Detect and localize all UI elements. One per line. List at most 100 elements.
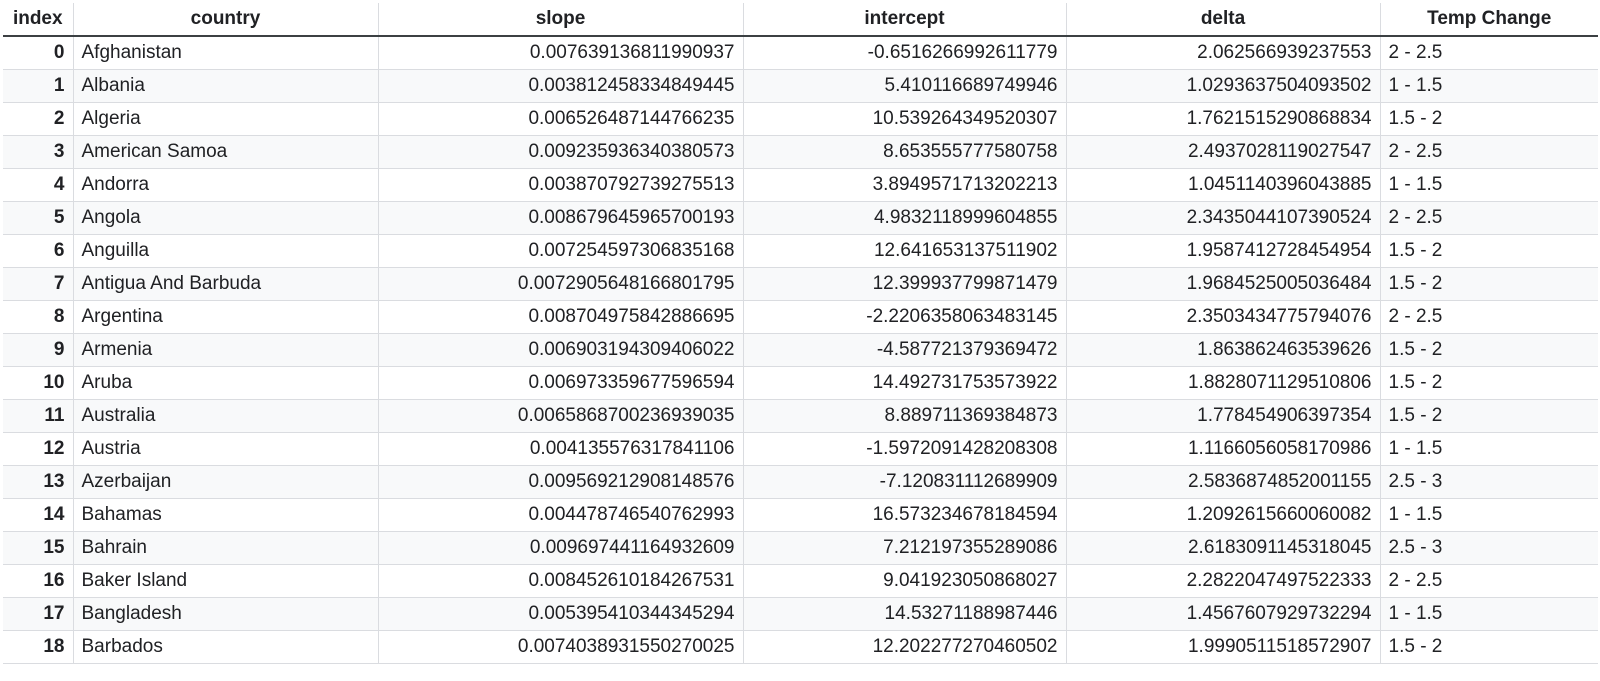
cell-country[interactable]: Bangladesh: [73, 597, 379, 631]
cell-intercept[interactable]: 3.8949571713202213: [743, 168, 1067, 202]
cell-temp-change[interactable]: 1.5 - 2: [1380, 102, 1598, 136]
cell-index[interactable]: 7: [3, 267, 74, 301]
cell-temp-change[interactable]: 1.5 - 2: [1380, 630, 1598, 664]
cell-temp-change[interactable]: 1 - 1.5: [1380, 69, 1598, 103]
column-header-temp-change[interactable]: Temp Change: [1380, 3, 1598, 37]
cell-temp-change[interactable]: 2 - 2.5: [1380, 564, 1598, 598]
cell-country[interactable]: Afghanistan: [73, 36, 379, 70]
cell-temp-change[interactable]: 1.5 - 2: [1380, 366, 1598, 400]
cell-intercept[interactable]: -0.6516266992611779: [743, 36, 1067, 70]
cell-delta[interactable]: 1.778454906397354: [1066, 399, 1381, 433]
table-row[interactable]: 7 Antigua And Barbuda 0.007290564816680179…: [3, 267, 1598, 301]
cell-index[interactable]: 10: [3, 366, 74, 400]
cell-intercept[interactable]: -2.2206358063483145: [743, 300, 1067, 334]
cell-intercept[interactable]: 14.53271188987446: [743, 597, 1067, 631]
cell-intercept[interactable]: 8.653555777580758: [743, 135, 1067, 169]
cell-intercept[interactable]: 10.539264349520307: [743, 102, 1067, 136]
cell-country[interactable]: Bahamas: [73, 498, 379, 532]
table-row[interactable]: 17 Bangladesh 0.005395410344345294 14.53271…: [3, 597, 1598, 631]
column-header-intercept[interactable]: intercept: [743, 3, 1067, 37]
cell-slope[interactable]: 0.006526487144766235: [378, 102, 744, 136]
cell-country[interactable]: American Samoa: [73, 135, 379, 169]
table-row[interactable]: 15 Bahrain 0.009697441164932609 7.212197355…: [3, 531, 1598, 565]
column-header-delta[interactable]: delta: [1066, 3, 1381, 37]
cell-index[interactable]: 12: [3, 432, 74, 466]
cell-country[interactable]: Baker Island: [73, 564, 379, 598]
table-row[interactable]: 5 Angola 0.008679645965700193 4.98321189996…: [3, 201, 1598, 235]
cell-delta[interactable]: 1.9684525005036484: [1066, 267, 1381, 301]
cell-delta[interactable]: 2.062566939237553: [1066, 36, 1381, 70]
cell-intercept[interactable]: 12.399937799871479: [743, 267, 1067, 301]
cell-index[interactable]: 3: [3, 135, 74, 169]
cell-index[interactable]: 2: [3, 102, 74, 136]
cell-delta[interactable]: 2.3435044107390524: [1066, 201, 1381, 235]
cell-temp-change[interactable]: 2.5 - 3: [1380, 531, 1598, 565]
cell-index[interactable]: 14: [3, 498, 74, 532]
cell-delta[interactable]: 2.6183091145318045: [1066, 531, 1381, 565]
table-row[interactable]: 11 Australia 0.0065868700236939035 8.889711…: [3, 399, 1598, 433]
cell-delta[interactable]: 2.4937028119027547: [1066, 135, 1381, 169]
cell-country[interactable]: Aruba: [73, 366, 379, 400]
column-header-slope[interactable]: slope: [378, 3, 744, 37]
table-row[interactable]: 9 Armenia 0.006903194309406022 -4.587721379…: [3, 333, 1598, 367]
cell-delta[interactable]: 1.7621515290868834: [1066, 102, 1381, 136]
cell-temp-change[interactable]: 2 - 2.5: [1380, 135, 1598, 169]
cell-intercept[interactable]: 9.041923050868027: [743, 564, 1067, 598]
cell-intercept[interactable]: -4.587721379369472: [743, 333, 1067, 367]
cell-index[interactable]: 4: [3, 168, 74, 202]
table-row[interactable]: 6 Anguilla 0.007254597306835168 12.64165313…: [3, 234, 1598, 268]
table-row[interactable]: 0 Afghanistan 0.007639136811990937 -0.65162…: [3, 36, 1598, 70]
cell-slope[interactable]: 0.009569212908148576: [378, 465, 744, 499]
cell-country[interactable]: Barbados: [73, 630, 379, 664]
table-row[interactable]: 2 Algeria 0.006526487144766235 10.539264349…: [3, 102, 1598, 136]
table-row[interactable]: 4 Andorra 0.003870792739275513 3.8949571713…: [3, 168, 1598, 202]
cell-temp-change[interactable]: 1.5 - 2: [1380, 234, 1598, 268]
cell-country[interactable]: Bahrain: [73, 531, 379, 565]
cell-intercept[interactable]: 4.9832118999604855: [743, 201, 1067, 235]
cell-delta[interactable]: 1.0293637504093502: [1066, 69, 1381, 103]
cell-slope[interactable]: 0.008452610184267531: [378, 564, 744, 598]
cell-slope[interactable]: 0.008704975842886695: [378, 300, 744, 334]
cell-intercept[interactable]: 5.410116689749946: [743, 69, 1067, 103]
cell-intercept[interactable]: -1.5972091428208308: [743, 432, 1067, 466]
cell-temp-change[interactable]: 1 - 1.5: [1380, 498, 1598, 532]
cell-slope[interactable]: 0.008679645965700193: [378, 201, 744, 235]
table-row[interactable]: 10 Aruba 0.006973359677596594 14.4927317535…: [3, 366, 1598, 400]
cell-temp-change[interactable]: 2 - 2.5: [1380, 201, 1598, 235]
column-header-index[interactable]: index: [3, 3, 74, 37]
cell-delta[interactable]: 2.2822047497522333: [1066, 564, 1381, 598]
table-row[interactable]: 3 American Samoa 0.009235936340380573 8.653…: [3, 135, 1598, 169]
table-row[interactable]: 8 Argentina 0.008704975842886695 -2.2206358…: [3, 300, 1598, 334]
cell-slope[interactable]: 0.007639136811990937: [378, 36, 744, 70]
table-row[interactable]: 13 Azerbaijan 0.009569212908148576 -7.12083…: [3, 465, 1598, 499]
cell-intercept[interactable]: 16.573234678184594: [743, 498, 1067, 532]
cell-index[interactable]: 6: [3, 234, 74, 268]
cell-slope[interactable]: 0.003870792739275513: [378, 168, 744, 202]
cell-slope[interactable]: 0.009697441164932609: [378, 531, 744, 565]
cell-delta[interactable]: 2.3503434775794076: [1066, 300, 1381, 334]
table-row[interactable]: 1 Albania 0.003812458334849445 5.4101166897…: [3, 69, 1598, 103]
cell-temp-change[interactable]: 2.5 - 3: [1380, 465, 1598, 499]
cell-intercept[interactable]: 12.641653137511902: [743, 234, 1067, 268]
cell-delta[interactable]: 1.1166056058170986: [1066, 432, 1381, 466]
cell-slope[interactable]: 0.0072905648166801795: [378, 267, 744, 301]
cell-temp-change[interactable]: 1.5 - 2: [1380, 267, 1598, 301]
cell-intercept[interactable]: 8.889711369384873: [743, 399, 1067, 433]
cell-slope[interactable]: 0.0065868700236939035: [378, 399, 744, 433]
table-row[interactable]: 14 Bahamas 0.004478746540762993 16.57323467…: [3, 498, 1598, 532]
table-row[interactable]: 18 Barbados 0.0074038931550270025 12.202277…: [3, 630, 1598, 664]
cell-slope[interactable]: 0.003812458334849445: [378, 69, 744, 103]
cell-intercept[interactable]: 12.202277270460502: [743, 630, 1067, 664]
cell-delta[interactable]: 2.5836874852001155: [1066, 465, 1381, 499]
column-header-country[interactable]: country: [73, 3, 379, 37]
cell-temp-change[interactable]: 1.5 - 2: [1380, 399, 1598, 433]
cell-country[interactable]: Albania: [73, 69, 379, 103]
cell-index[interactable]: 13: [3, 465, 74, 499]
cell-delta[interactable]: 1.9990511518572907: [1066, 630, 1381, 664]
cell-country[interactable]: Antigua And Barbuda: [73, 267, 379, 301]
cell-index[interactable]: 18: [3, 630, 74, 664]
cell-intercept[interactable]: -7.120831112689909: [743, 465, 1067, 499]
cell-country[interactable]: Andorra: [73, 168, 379, 202]
cell-country[interactable]: Armenia: [73, 333, 379, 367]
cell-temp-change[interactable]: 1 - 1.5: [1380, 597, 1598, 631]
